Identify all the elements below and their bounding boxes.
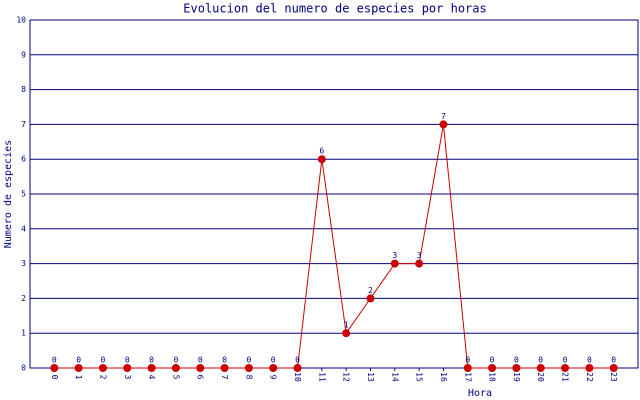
data-point bbox=[536, 364, 545, 372]
data-label: 0 bbox=[271, 356, 276, 365]
x-tick-label: 13 bbox=[366, 372, 375, 382]
data-point bbox=[74, 364, 83, 372]
x-tick-label: 23 bbox=[609, 372, 618, 382]
x-tick-label: 19 bbox=[512, 372, 521, 382]
data-label: 0 bbox=[52, 356, 57, 365]
y-tick-label: 5 bbox=[21, 190, 26, 199]
y-tick-label: 6 bbox=[21, 155, 26, 164]
y-tick-label: 0 bbox=[21, 364, 26, 373]
data-point bbox=[366, 294, 375, 303]
data-point bbox=[317, 155, 326, 164]
data-label: 0 bbox=[246, 356, 251, 365]
data-label: 0 bbox=[490, 356, 495, 365]
x-tick-label: 6 bbox=[196, 375, 205, 380]
x-tick-label: 22 bbox=[585, 372, 594, 382]
data-point bbox=[123, 364, 132, 372]
x-axis-label: Hora bbox=[468, 388, 492, 399]
data-label: 1 bbox=[344, 321, 349, 330]
y-tick-label: 2 bbox=[21, 294, 26, 303]
x-tick-label: 8 bbox=[244, 375, 253, 380]
y-axis-label: Numero de especies bbox=[3, 140, 14, 248]
data-point bbox=[293, 364, 302, 372]
x-tick-label: 0 bbox=[50, 375, 59, 380]
x-tick-label: 11 bbox=[317, 372, 326, 382]
data-point bbox=[196, 364, 205, 372]
x-tick-label: 1 bbox=[74, 375, 83, 380]
data-label: 3 bbox=[392, 251, 397, 260]
y-tick-label: 3 bbox=[21, 259, 26, 268]
data-label: 0 bbox=[125, 356, 130, 365]
data-label: 0 bbox=[538, 356, 543, 365]
data-label: 0 bbox=[198, 356, 203, 365]
x-tick-label: 9 bbox=[269, 375, 278, 380]
y-tick-label: 10 bbox=[16, 16, 26, 25]
data-point bbox=[415, 259, 424, 268]
data-label: 2 bbox=[368, 286, 373, 295]
plot-border bbox=[29, 19, 639, 369]
data-point bbox=[342, 329, 351, 338]
data-point bbox=[220, 364, 229, 372]
data-point bbox=[50, 364, 59, 372]
data-point bbox=[488, 364, 497, 372]
data-point bbox=[585, 364, 594, 372]
x-tick-label: 10 bbox=[293, 372, 302, 382]
y-tick-label: 1 bbox=[21, 329, 26, 338]
data-label: 0 bbox=[587, 356, 592, 365]
data-point bbox=[561, 364, 570, 372]
y-tick-label: 9 bbox=[21, 50, 26, 59]
data-label: 0 bbox=[222, 356, 227, 365]
data-line bbox=[54, 124, 614, 369]
data-label: 6 bbox=[319, 147, 324, 156]
x-tick-label: 18 bbox=[488, 372, 497, 382]
y-tick-label: 8 bbox=[21, 85, 26, 94]
data-point bbox=[609, 364, 618, 372]
data-point bbox=[98, 364, 107, 372]
x-tick-label: 2 bbox=[98, 375, 107, 380]
x-tick-label: 15 bbox=[415, 372, 424, 382]
data-label: 0 bbox=[514, 356, 519, 365]
x-tick-label: 14 bbox=[390, 372, 399, 382]
data-point bbox=[147, 364, 156, 372]
data-label: 0 bbox=[465, 356, 470, 365]
x-tick-label: 16 bbox=[439, 372, 448, 382]
data-point bbox=[439, 120, 448, 129]
x-tick-label: 20 bbox=[536, 372, 545, 382]
x-tick-label: 21 bbox=[561, 372, 570, 382]
x-tick-label: 5 bbox=[171, 375, 180, 380]
data-point bbox=[390, 259, 399, 268]
x-tick-label: 4 bbox=[147, 375, 156, 380]
x-tick-label: 12 bbox=[342, 372, 351, 382]
data-label: 0 bbox=[295, 356, 300, 365]
data-label: 0 bbox=[611, 356, 616, 365]
data-label: 0 bbox=[149, 356, 154, 365]
x-tick-label: 7 bbox=[220, 375, 229, 380]
x-tick-label: 3 bbox=[123, 375, 132, 380]
chart-title: Evolucion del numero de especies por hor… bbox=[183, 2, 486, 16]
data-point bbox=[269, 364, 278, 372]
data-label: 0 bbox=[563, 356, 568, 365]
data-label: 3 bbox=[417, 251, 422, 260]
data-label: 0 bbox=[174, 356, 179, 365]
data-point bbox=[171, 364, 180, 372]
data-point bbox=[244, 364, 253, 372]
data-label: 0 bbox=[76, 356, 81, 365]
data-label: 7 bbox=[441, 112, 446, 121]
y-tick-label: 7 bbox=[21, 120, 26, 129]
x-tick-label: 17 bbox=[463, 372, 472, 382]
data-point bbox=[463, 364, 472, 372]
data-label: 0 bbox=[101, 356, 106, 365]
data-point bbox=[512, 364, 521, 372]
y-tick-label: 4 bbox=[21, 224, 26, 233]
